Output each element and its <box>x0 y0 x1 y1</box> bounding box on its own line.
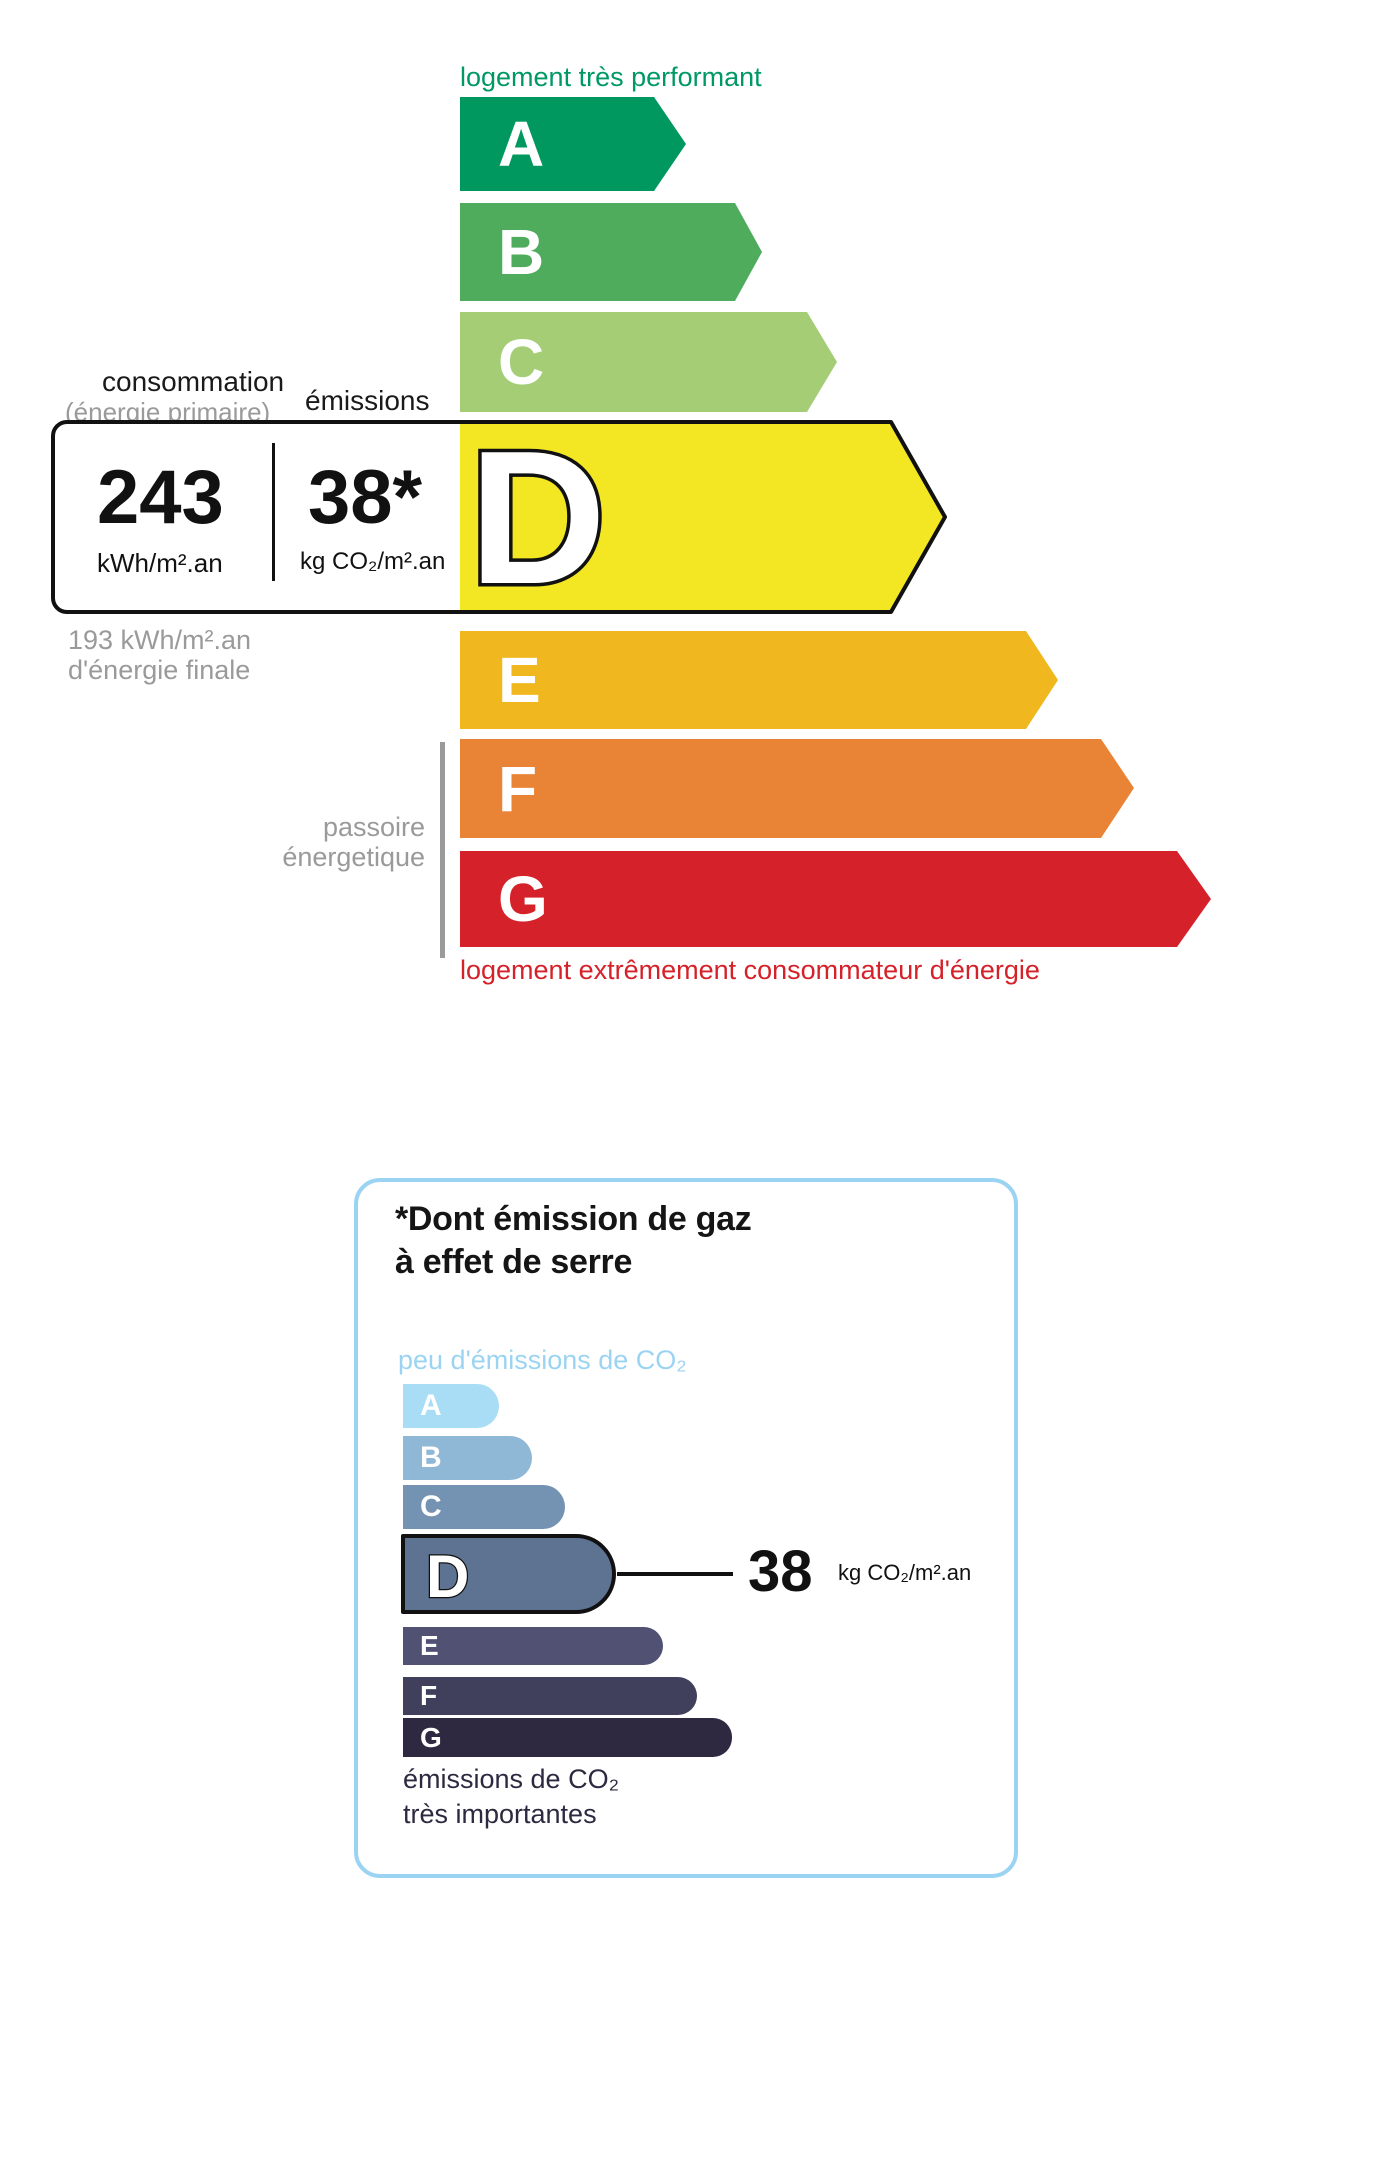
svg-text:D: D <box>469 412 606 624</box>
svg-text:D: D <box>426 1543 469 1610</box>
